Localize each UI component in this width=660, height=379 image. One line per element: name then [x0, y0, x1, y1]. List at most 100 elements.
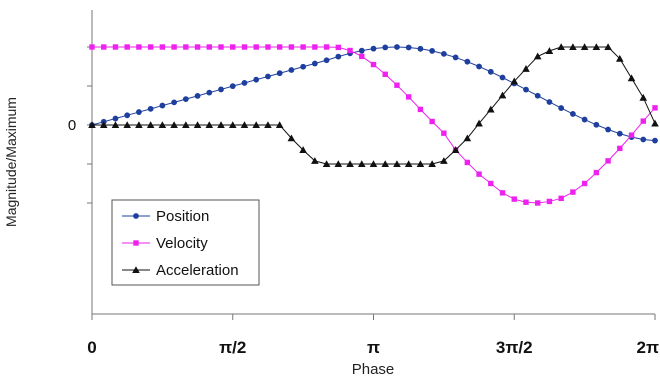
position-point	[370, 45, 377, 52]
acceleration-point	[545, 47, 554, 54]
velocity-point	[136, 44, 142, 50]
acceleration-point	[357, 160, 366, 168]
acceleration-point	[334, 160, 343, 168]
x-tick-label: 2π	[637, 338, 659, 357]
position-point	[136, 109, 142, 115]
acceleration-point	[616, 54, 624, 62]
position-point	[417, 45, 424, 52]
position-point	[394, 44, 400, 50]
position-point	[523, 86, 529, 93]
velocity-point	[183, 44, 189, 50]
acceleration-point	[416, 160, 425, 168]
position-point	[335, 53, 342, 60]
acceleration-point	[182, 121, 190, 129]
legend: Position Velocity Acceleration	[111, 199, 260, 286]
position-point	[487, 68, 494, 75]
velocity-point	[535, 200, 541, 206]
x-tick-label: π	[367, 338, 380, 357]
legend-items: Position Velocity Acceleration	[122, 208, 239, 279]
velocity-point	[89, 44, 95, 50]
acceleration-point	[627, 74, 636, 82]
velocity-point	[476, 171, 482, 177]
velocity-point	[523, 199, 529, 205]
velocity-point	[241, 44, 248, 50]
acceleration-point	[404, 160, 413, 168]
legend-velocity-label: Velocity	[156, 235, 208, 252]
velocity-series	[89, 44, 658, 206]
acceleration-point	[346, 160, 354, 168]
velocity-point	[159, 44, 166, 50]
position-point	[288, 67, 295, 73]
position-point	[464, 58, 471, 65]
acceleration-point	[322, 160, 331, 168]
acceleration-point	[604, 43, 612, 51]
position-point	[300, 63, 307, 70]
acceleration-point	[533, 52, 542, 60]
acceleration-point	[463, 134, 472, 142]
position-point	[382, 44, 389, 51]
position-point	[605, 126, 611, 133]
velocity-point	[206, 44, 212, 50]
acceleration-point	[557, 43, 565, 51]
acceleration-point	[123, 121, 131, 129]
velocity-point	[218, 44, 224, 50]
velocity-point	[194, 44, 201, 50]
velocity-point	[394, 82, 400, 88]
position-point	[311, 60, 318, 67]
position-point	[640, 136, 647, 143]
acceleration-point	[580, 43, 589, 51]
acceleration-point	[111, 121, 120, 129]
legend-position-label: Position	[156, 208, 209, 225]
position-point	[171, 99, 178, 106]
acceleration-point	[522, 65, 530, 72]
velocity-point	[441, 130, 447, 136]
position-point	[124, 112, 131, 119]
velocity-point	[101, 44, 107, 50]
velocity-point	[359, 53, 365, 60]
acceleration-point	[651, 119, 659, 127]
velocity-point	[370, 61, 377, 68]
position-point	[452, 54, 459, 61]
position-point	[440, 50, 447, 57]
velocity-point	[300, 44, 306, 50]
position-point	[276, 70, 283, 77]
x-axis-ticks: 0 π/2 π 3π/2 2π	[87, 314, 659, 357]
position-point	[593, 121, 600, 128]
position-point	[476, 63, 482, 70]
acceleration-point	[88, 121, 96, 129]
position-point	[253, 76, 260, 83]
position-point	[358, 47, 365, 54]
legend-position-marker	[133, 213, 139, 219]
velocity-point	[405, 94, 412, 100]
position-point	[652, 137, 658, 144]
position-point	[182, 96, 189, 103]
acceleration-point	[217, 121, 225, 129]
legend-acceleration-marker	[132, 266, 140, 274]
velocity-point	[429, 118, 435, 125]
acceleration-point	[205, 121, 214, 129]
position-point	[534, 92, 541, 99]
velocity-point	[124, 44, 130, 50]
position-point	[323, 57, 330, 64]
position-point	[241, 80, 248, 86]
acceleration-point	[264, 121, 272, 129]
velocity-point	[464, 159, 471, 166]
velocity-point	[253, 44, 259, 50]
legend-acceleration-label: Acceleration	[156, 262, 239, 279]
position-point	[265, 73, 271, 80]
plot-area: 0 0 π/2 π 3π/2 2π	[68, 10, 659, 357]
velocity-point	[628, 132, 635, 138]
acceleration-point	[311, 157, 319, 164]
position-point	[429, 48, 436, 54]
velocity-point	[382, 71, 388, 77]
acceleration-point	[569, 43, 577, 51]
acceleration-point	[639, 93, 648, 101]
velocity-point	[288, 44, 295, 50]
acceleration-point	[369, 160, 378, 168]
acceleration-point	[228, 121, 237, 129]
velocity-point	[488, 180, 494, 187]
acceleration-point	[146, 121, 155, 129]
position-point	[159, 102, 166, 109]
velocity-point	[417, 106, 424, 113]
